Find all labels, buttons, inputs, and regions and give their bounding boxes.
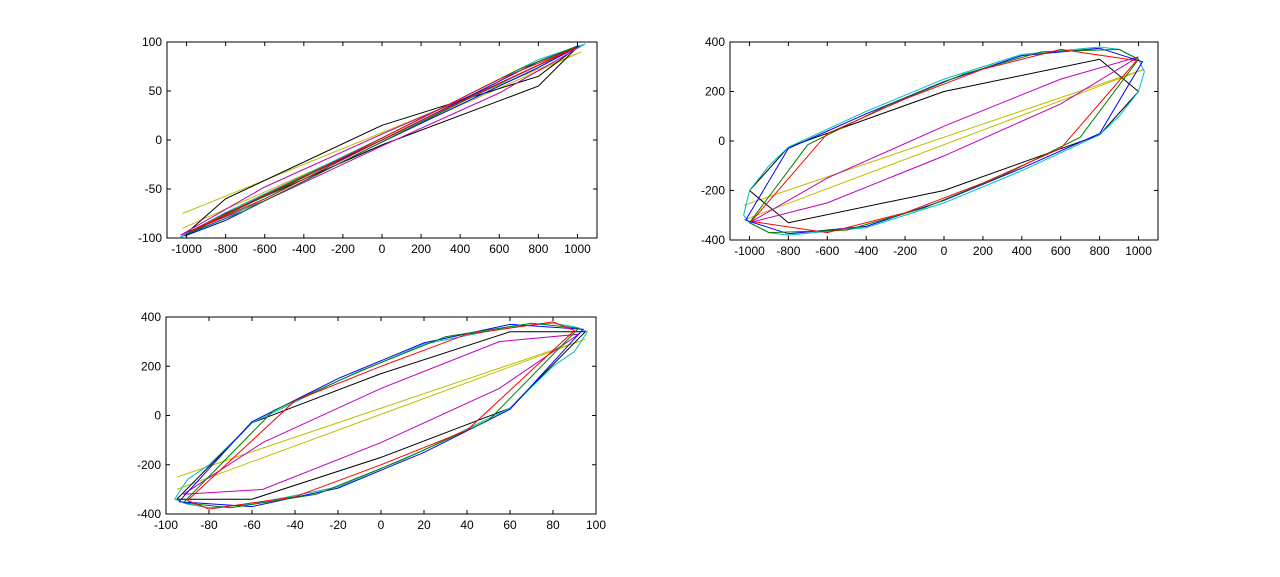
x-tick-label: 200 xyxy=(411,242,431,256)
x-tick-label: 800 xyxy=(528,242,548,256)
y-tick-label: -200 xyxy=(137,458,161,472)
y-tick-label: 0 xyxy=(155,133,162,147)
series-line-7 xyxy=(188,47,576,233)
x-tick-label: 400 xyxy=(450,242,470,256)
series-line-1 xyxy=(743,68,1145,221)
subplot-2: -1000 -800 -600 -400 -200 0 200 400 600 800 1000 -4… xyxy=(701,35,1159,258)
x-tick-label: 0 xyxy=(378,518,385,532)
x-tick-label: -800 xyxy=(776,244,800,258)
x-tick-label: -1000 xyxy=(734,244,765,258)
series-line-7 xyxy=(187,321,576,510)
x-tick-label: 200 xyxy=(973,244,993,258)
y-tick-label: 100 xyxy=(142,35,162,49)
x-tick-label: 600 xyxy=(489,242,509,256)
x-tick-label: 0 xyxy=(941,244,948,258)
series-group xyxy=(174,321,589,510)
x-tick-label: -600 xyxy=(253,242,277,256)
x-tick-label: -40 xyxy=(286,518,304,532)
x-tick-label: -100 xyxy=(154,518,178,532)
x-tick-label: 40 xyxy=(460,518,474,532)
series-line-5 xyxy=(745,47,1144,235)
x-tick-label: 600 xyxy=(1051,244,1071,258)
series-line-6 xyxy=(749,48,1140,234)
x-tick-label: 1000 xyxy=(1125,244,1152,258)
x-tick-label: -200 xyxy=(893,244,917,258)
x-tick-label: 400 xyxy=(1012,244,1032,258)
x-tick-label: 20 xyxy=(417,518,431,532)
x-tick-label: -800 xyxy=(214,242,238,256)
y-tick-label: 200 xyxy=(705,85,725,99)
series-line-3 xyxy=(749,56,1139,224)
series-group xyxy=(743,46,1145,236)
y-tick-label: 0 xyxy=(718,134,725,148)
y-tick-label: -50 xyxy=(145,182,163,196)
subplot-1: -1000 -800 -600 -400 -200 0 200 400 600 800 1000-1… xyxy=(138,35,598,256)
y-tick-label: 400 xyxy=(141,310,161,324)
x-tick-label: 1000 xyxy=(564,242,591,256)
series-line-2 xyxy=(176,331,587,500)
series-line-4 xyxy=(743,46,1145,236)
x-tick-label: -600 xyxy=(815,244,839,258)
x-tick-label: 100 xyxy=(586,518,606,532)
series-line-1 xyxy=(176,338,586,490)
x-tick-label: -400 xyxy=(854,244,878,258)
subplot-3: -100 -80 -60 -40 -20 0 20 40 60 80 100-400-2000200… xyxy=(137,310,606,532)
x-tick-label: -60 xyxy=(243,518,261,532)
x-tick-label: -400 xyxy=(292,242,316,256)
y-tick-label: 50 xyxy=(149,84,163,98)
y-tick-label: -400 xyxy=(701,233,725,247)
y-tick-label: -100 xyxy=(138,231,162,245)
y-tick-label: 400 xyxy=(705,35,725,49)
x-tick-label: -80 xyxy=(200,518,218,532)
axes-box xyxy=(729,41,1159,241)
y-tick-label: 0 xyxy=(154,409,161,423)
x-tick-label: -200 xyxy=(331,242,355,256)
x-tick-label: 800 xyxy=(1090,244,1110,258)
x-tick-label: 60 xyxy=(503,518,517,532)
axes-box xyxy=(165,316,597,515)
series-line-7 xyxy=(751,48,1138,234)
y-tick-label: -200 xyxy=(701,184,725,198)
x-tick-label: -20 xyxy=(329,518,347,532)
x-tick-label: 80 xyxy=(546,518,560,532)
series-line-6 xyxy=(182,322,580,509)
x-tick-label: 0 xyxy=(379,242,386,256)
series-line-5 xyxy=(178,323,585,508)
y-tick-label: 200 xyxy=(141,359,161,373)
y-tick-label: -400 xyxy=(137,507,161,521)
x-tick-label: -1000 xyxy=(171,242,202,256)
